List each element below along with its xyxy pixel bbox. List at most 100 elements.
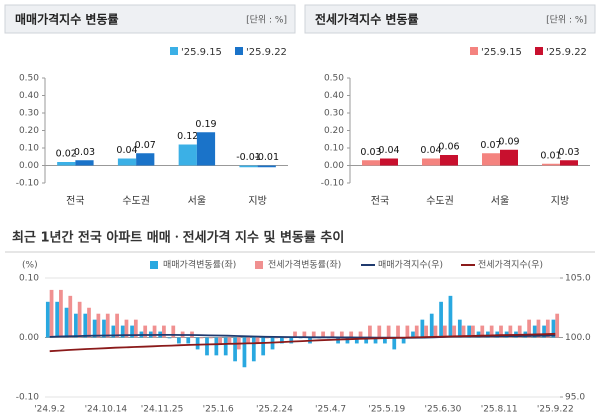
y-tick-label: -0.10: [16, 179, 40, 189]
legend-label: '25.9.15: [181, 47, 222, 58]
bar: [136, 153, 155, 166]
bar: [311, 331, 316, 338]
data-label: -0.01: [236, 152, 261, 163]
bar: [111, 325, 116, 338]
chart-title: 최근 1년간 전국 아파트 매매ㆍ전세가격 지수 및 변동률 추이: [12, 230, 344, 246]
y-tick-label: 0.30: [19, 109, 39, 119]
bar: [251, 337, 256, 362]
bar: [105, 313, 110, 338]
bar: [364, 337, 369, 344]
x-tick-label: 지방: [551, 195, 569, 207]
bar: [115, 313, 119, 338]
bar: [195, 337, 200, 350]
bar: [362, 160, 380, 166]
legend-swatch: [170, 47, 178, 55]
y-tick-label: 0.00: [19, 161, 39, 171]
legend-label: '25.9.15: [481, 47, 522, 58]
bar: [440, 155, 458, 166]
bar: [330, 331, 335, 338]
bar: [467, 325, 472, 338]
legend-swatch: [535, 47, 543, 55]
data-label: 0.04: [378, 145, 399, 156]
unit-label: [단위 : %]: [546, 15, 587, 26]
bar: [162, 325, 166, 338]
data-label: 0.12: [177, 131, 198, 142]
x-tick-label: '25.9.22: [537, 405, 574, 415]
bar: [396, 325, 400, 338]
title-box: [304, 4, 596, 34]
bar: [242, 337, 247, 368]
bar: [349, 331, 354, 338]
bar: [117, 158, 137, 166]
bar: [92, 319, 97, 338]
bar: [457, 319, 462, 338]
bar: [177, 337, 181, 344]
bar: [405, 325, 410, 338]
legend-label: 전세가격변동률(좌): [268, 259, 341, 271]
data-label: 0.03: [74, 147, 95, 158]
legend-swatch: [470, 47, 478, 55]
bar: [49, 289, 54, 338]
bar: [429, 313, 434, 338]
bar: [74, 313, 78, 338]
bar: [186, 337, 191, 344]
y2-tick-label: 95.0: [565, 393, 585, 403]
bar: [45, 301, 50, 338]
legend-swatch: [235, 47, 243, 55]
bar: [392, 337, 397, 350]
bar: [87, 307, 91, 338]
legend-label: '25.9.22: [246, 47, 287, 58]
bar: [542, 163, 560, 166]
y-tick-label: 0.40: [324, 91, 344, 101]
bar: [261, 337, 266, 356]
y-tick-label: 0.10: [19, 274, 39, 284]
bar: [55, 301, 60, 338]
bar: [205, 337, 209, 356]
bar: [411, 331, 415, 338]
bar: [130, 325, 134, 338]
line: [49, 332, 556, 353]
x-tick-label: 수도권: [122, 195, 150, 207]
data-label: 0.07: [480, 140, 501, 151]
x-tick-label: '25.2.24: [256, 405, 293, 415]
bar: [383, 337, 387, 344]
bar: [532, 325, 537, 338]
y-tick-label: 0.50: [324, 74, 344, 84]
bar: [517, 325, 522, 338]
bar: [545, 319, 550, 338]
data-label: 0.07: [135, 140, 156, 151]
bar: [551, 319, 556, 338]
bar: [452, 325, 457, 338]
bar: [96, 313, 101, 338]
bar: [471, 325, 475, 338]
bar: [239, 165, 258, 168]
x-tick-label: '25.8.11: [481, 405, 518, 415]
bar: [208, 337, 213, 339]
x-tick-label: 전국: [66, 195, 84, 207]
bar: [555, 313, 560, 338]
bar: [133, 319, 138, 338]
bar: [401, 337, 406, 344]
bar: [442, 325, 447, 338]
x-tick-label: '25.5.19: [368, 405, 405, 415]
bar: [358, 331, 363, 338]
bar: [257, 165, 276, 168]
bar: [386, 325, 391, 338]
unit-label: [단위 : %]: [246, 15, 287, 26]
chart-title: 전세가격지수 변동률: [315, 12, 419, 27]
bar: [482, 153, 500, 166]
bar: [439, 301, 443, 338]
y-tick-label: -0.10: [321, 179, 345, 189]
y-tick-label: 0.20: [324, 126, 344, 136]
bar: [218, 337, 222, 344]
x-tick-label: '25.6.30: [425, 405, 462, 415]
bar: [461, 325, 466, 338]
legend-label: '25.9.22: [546, 47, 587, 58]
y-tick-label: 0.50: [19, 74, 39, 84]
y-tick-label: 0.30: [324, 109, 344, 119]
x-tick-label: 지방: [248, 195, 266, 207]
bar: [422, 158, 440, 166]
bar: [542, 325, 546, 338]
bar: [289, 337, 294, 344]
